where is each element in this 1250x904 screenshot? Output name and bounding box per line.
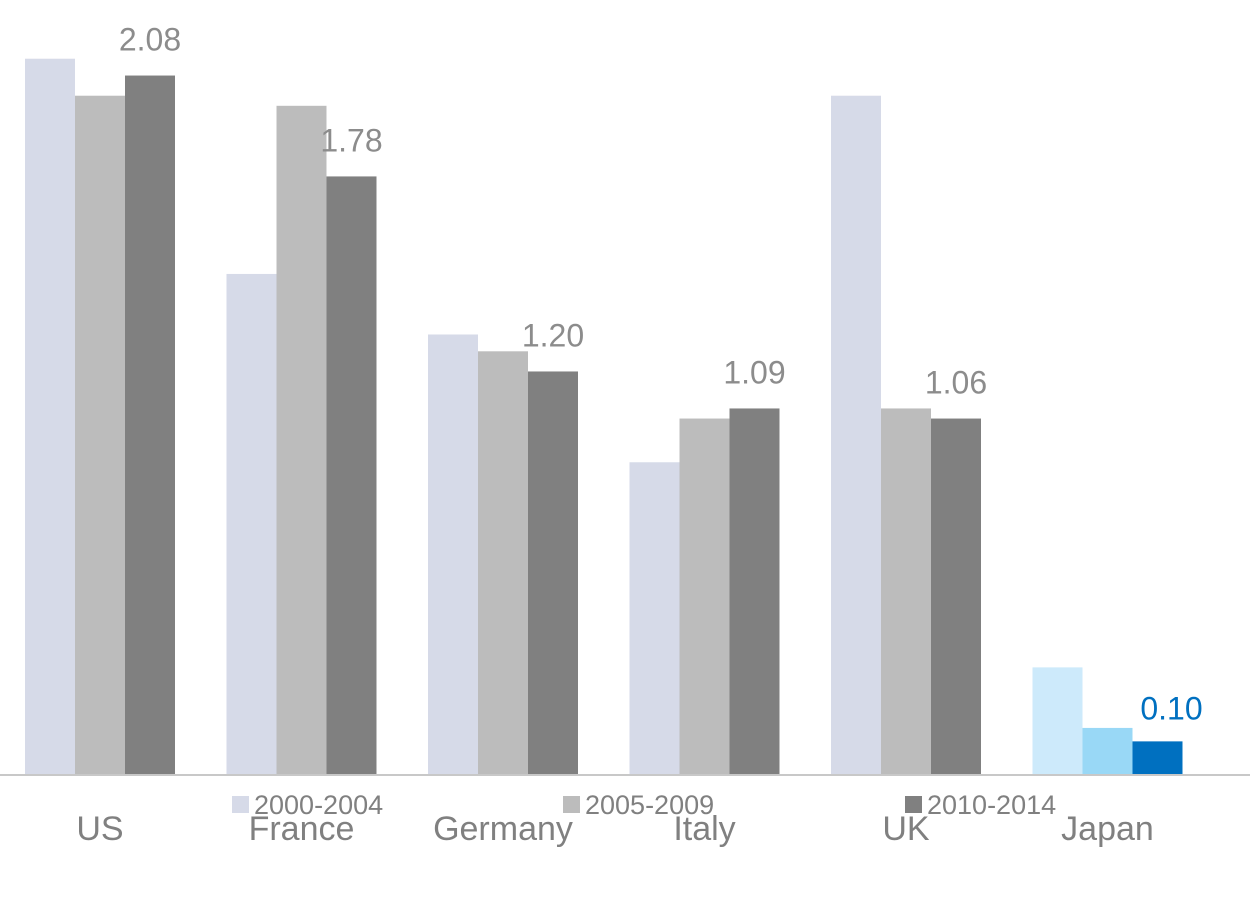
data-label-uk: 1.06 [925,365,987,401]
legend-swatch-2005-2009 [563,796,580,813]
bar-france-2000-2004 [226,273,277,775]
legend: 2000-2004 2005-2009 2010-2014 [232,790,1056,820]
legend-label-2000-2004: 2000-2004 [254,790,383,820]
bar-italy-2010-2014 [729,408,780,775]
data-label-japan: 0.10 [1140,690,1202,726]
data-label-germany: 1.20 [522,317,584,353]
bar-uk-2005-2009 [881,408,931,775]
data-label-us: 2.08 [119,22,181,58]
category-label-us: US [76,810,123,848]
category-label-uk: UK [882,810,930,848]
category-label-germany: Germany [433,810,573,848]
bar-uk-2000-2004 [831,95,881,775]
bar-italy-2000-2004 [629,462,680,775]
data-label-italy: 1.09 [723,354,785,390]
legend-label-2005-2009: 2005-2009 [585,790,714,820]
bar-germany-2005-2009 [478,351,528,775]
data-label-france: 1.78 [320,122,382,158]
category-label-japan: Japan [1061,810,1154,848]
bar-us-2010-2014 [125,75,175,775]
category-labels-group: US France Germany Italy UK Japan [76,810,1153,848]
bar-france-2005-2009 [276,105,327,776]
bar-us-2005-2009 [75,95,125,775]
bar-us-2000-2004 [25,58,75,775]
legend-label-2010-2014: 2010-2014 [927,790,1056,820]
bar-japan-2005-2009 [1082,727,1133,775]
bar-germany-2010-2014 [528,371,578,775]
bars-group [25,58,1183,776]
category-label-france: France [249,810,355,848]
category-label-italy: Italy [673,810,735,848]
legend-swatch-2000-2004 [232,796,249,813]
data-labels-group: 2.08 1.78 1.20 1.09 1.06 0.10 [119,22,1203,727]
bar-italy-2005-2009 [679,418,730,775]
bar-germany-2000-2004 [428,334,478,775]
legend-swatch-2010-2014 [905,796,922,813]
bar-japan-2010-2014 [1132,741,1183,775]
bar-uk-2010-2014 [931,418,981,775]
bar-japan-2000-2004 [1032,667,1083,775]
bar-france-2010-2014 [326,176,377,776]
